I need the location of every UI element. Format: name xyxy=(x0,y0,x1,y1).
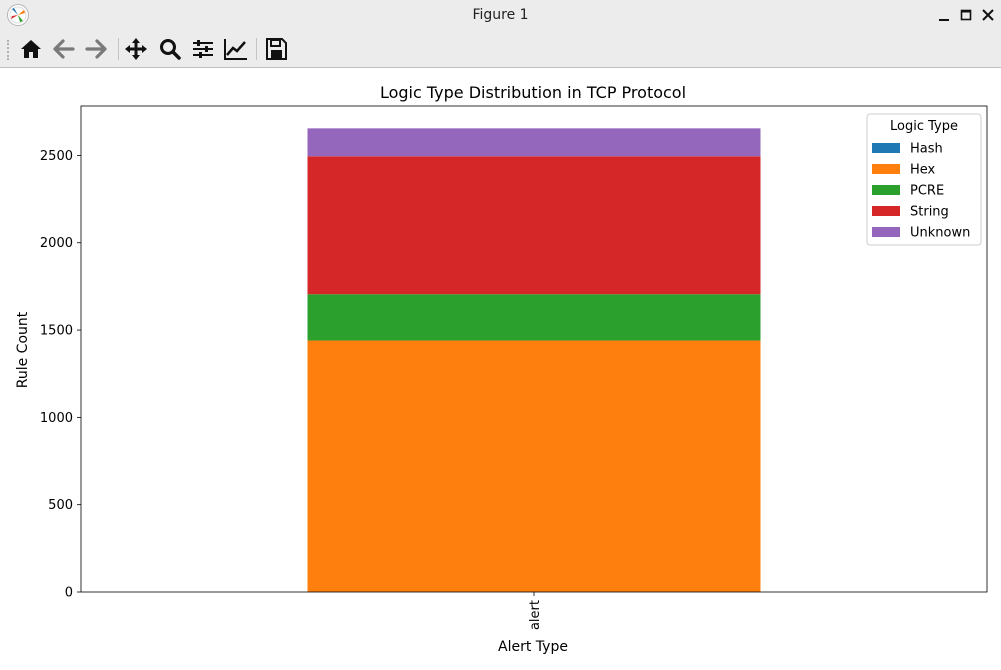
chart-title: Logic Type Distribution in TCP Protocol xyxy=(380,83,686,102)
legend-swatch-hex xyxy=(872,164,900,174)
legend-label-unknown: Unknown xyxy=(910,226,970,241)
axes-frame xyxy=(80,105,988,593)
legend-label-hex: Hex xyxy=(910,163,936,178)
bar-segment-hex xyxy=(307,340,761,592)
x-axis-label: Alert Type xyxy=(498,639,568,655)
legend-swatch-unknown xyxy=(872,227,900,237)
zoom-icon[interactable] xyxy=(156,35,184,63)
x-tick-label: alert xyxy=(528,600,543,630)
legend-label-string: String xyxy=(910,205,949,220)
y-tick-label: 1500 xyxy=(40,324,73,339)
legend-swatch-hash xyxy=(872,143,900,153)
pan-icon[interactable] xyxy=(122,35,150,63)
edit-axis-icon[interactable] xyxy=(222,35,250,63)
toolbar-separator xyxy=(118,38,119,60)
bar-segment-pcre xyxy=(307,294,761,341)
bar-segment-string xyxy=(307,156,761,295)
y-tick-label: 2500 xyxy=(40,149,73,164)
window-title: Figure 1 xyxy=(472,7,529,23)
toolbar-separator xyxy=(256,38,257,60)
legend-label-pcre: PCRE xyxy=(910,184,944,199)
chart: Logic Type Distribution in TCP Protocol … xyxy=(15,83,988,655)
legend-swatch-pcre xyxy=(872,185,900,195)
back-arrow-icon[interactable] xyxy=(50,35,78,63)
toolbar-grip[interactable] xyxy=(7,40,11,60)
figure-canvas: Logic Type Distribution in TCP Protocol … xyxy=(2,68,1001,666)
legend-swatch-string xyxy=(872,206,900,216)
legend-title: Logic Type xyxy=(890,119,958,134)
y-tick-label: 500 xyxy=(48,498,73,513)
minimize-icon[interactable] xyxy=(934,5,954,25)
app-icon[interactable] xyxy=(7,4,29,26)
legend-label-hash: Hash xyxy=(910,142,943,157)
y-axis-label: Rule Count xyxy=(15,311,31,388)
y-axis-label-group: Rule Count xyxy=(15,311,31,388)
forward-arrow-icon[interactable] xyxy=(82,35,110,63)
maximize-icon[interactable] xyxy=(956,5,976,25)
close-icon[interactable] xyxy=(978,5,998,25)
y-tick-label: 1000 xyxy=(40,411,73,426)
bar-segment-unknown xyxy=(307,128,761,157)
y-tick-label: 2000 xyxy=(40,236,73,251)
navigation-toolbar xyxy=(0,30,1001,68)
save-icon[interactable] xyxy=(262,35,290,63)
home-icon[interactable] xyxy=(17,35,45,63)
plot-area: alert 0 500 1000 1500 2000 2500 Logic Type Hash H… xyxy=(40,105,988,630)
legend: Logic Type Hash Hex PCRE String Unknown xyxy=(866,113,982,246)
window-titlebar: Figure 1 xyxy=(0,0,1001,30)
configure-subplots-icon[interactable] xyxy=(189,35,217,63)
y-tick-label: 0 xyxy=(65,586,73,601)
